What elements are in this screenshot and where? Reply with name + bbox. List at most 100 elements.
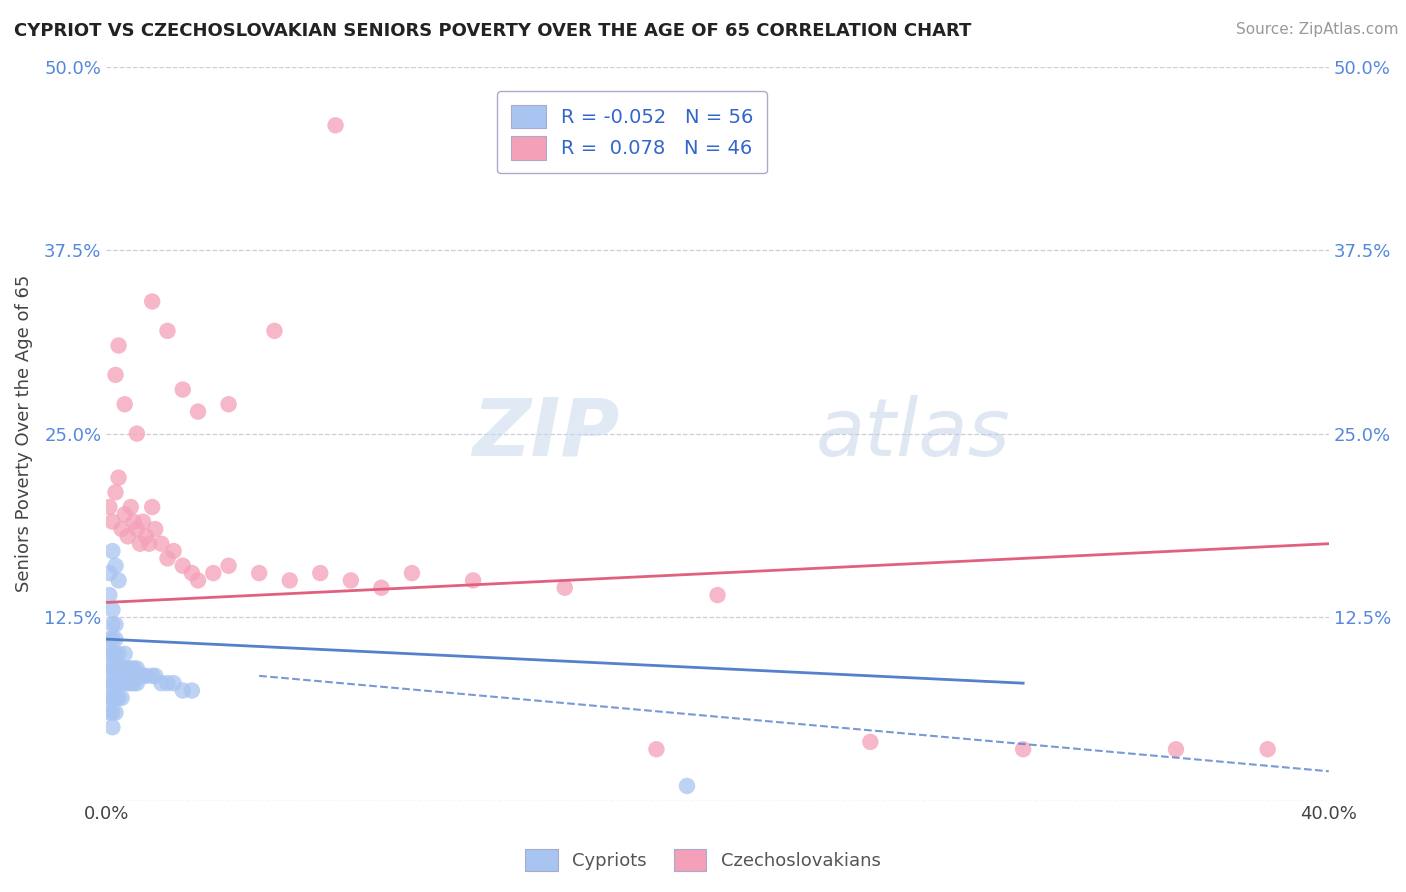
Point [104, 368, 127, 382]
Point [135, 529, 157, 543]
Y-axis label: Seniors Poverty Over the Age of 65: Seniors Poverty Over the Age of 65 [15, 275, 32, 592]
Point [114, 661, 136, 675]
Point [1257, 742, 1279, 756]
Point [104, 617, 127, 632]
Point [370, 581, 392, 595]
Point [104, 647, 127, 661]
Point [172, 683, 194, 698]
Point [98, 632, 121, 647]
Point [325, 118, 347, 132]
Point [156, 324, 179, 338]
Point [101, 661, 124, 675]
Point [98, 500, 121, 514]
Point [101, 544, 124, 558]
Point [187, 574, 209, 588]
Point [98, 566, 121, 580]
Point [1164, 742, 1187, 756]
Point [107, 574, 129, 588]
Point [122, 676, 145, 690]
Point [150, 537, 173, 551]
Point [101, 720, 124, 734]
Point [141, 500, 163, 514]
Point [172, 383, 194, 397]
Point [340, 574, 363, 588]
Point [156, 551, 179, 566]
Point [461, 574, 484, 588]
Point [107, 690, 129, 705]
Point [107, 338, 129, 352]
Point [706, 588, 728, 602]
Point [104, 558, 127, 573]
Point [117, 529, 139, 543]
Point [111, 676, 134, 690]
Point [101, 515, 124, 529]
Point [218, 397, 240, 411]
Point [554, 581, 576, 595]
Point [278, 574, 301, 588]
Point [101, 632, 124, 647]
Point [218, 558, 240, 573]
Point [114, 676, 136, 690]
Text: ZIP: ZIP [472, 394, 620, 473]
Point [401, 566, 423, 580]
Point [187, 404, 209, 418]
Point [143, 522, 166, 536]
Point [107, 661, 129, 675]
Text: atlas: atlas [815, 394, 1010, 473]
Point [676, 779, 699, 793]
Point [98, 690, 121, 705]
Point [162, 544, 184, 558]
Point [122, 661, 145, 675]
Point [101, 706, 124, 720]
Point [645, 742, 668, 756]
Point [132, 669, 155, 683]
Point [101, 647, 124, 661]
Point [156, 676, 179, 690]
Point [98, 706, 121, 720]
Point [98, 647, 121, 661]
Point [104, 690, 127, 705]
Point [141, 294, 163, 309]
Point [1012, 742, 1035, 756]
Point [125, 426, 148, 441]
Point [117, 661, 139, 675]
Point [143, 669, 166, 683]
Point [172, 558, 194, 573]
Point [111, 661, 134, 675]
Point [150, 676, 173, 690]
Point [263, 324, 285, 338]
Point [120, 676, 142, 690]
Point [859, 735, 882, 749]
Point [114, 647, 136, 661]
Point [114, 508, 136, 522]
Point [122, 515, 145, 529]
Point [111, 690, 134, 705]
Point [129, 537, 152, 551]
Text: CYPRIOT VS CZECHOSLOVAKIAN SENIORS POVERTY OVER THE AGE OF 65 CORRELATION CHART: CYPRIOT VS CZECHOSLOVAKIAN SENIORS POVER… [14, 22, 972, 40]
Point [104, 485, 127, 500]
Point [125, 676, 148, 690]
Legend: Cypriots, Czechoslovakians: Cypriots, Czechoslovakians [517, 842, 889, 879]
Point [141, 669, 163, 683]
Point [114, 397, 136, 411]
Point [98, 588, 121, 602]
Point [180, 566, 202, 580]
Point [117, 676, 139, 690]
Point [125, 522, 148, 536]
Point [101, 676, 124, 690]
Point [120, 661, 142, 675]
Point [202, 566, 225, 580]
Point [111, 522, 134, 536]
Point [107, 470, 129, 484]
Point [138, 537, 160, 551]
Point [104, 661, 127, 675]
Legend: R = -0.052   N = 56, R =  0.078   N = 46: R = -0.052 N = 56, R = 0.078 N = 46 [496, 91, 768, 173]
Point [129, 669, 152, 683]
Point [104, 706, 127, 720]
Point [107, 676, 129, 690]
Point [180, 683, 202, 698]
Point [120, 500, 142, 514]
Point [309, 566, 332, 580]
Point [104, 676, 127, 690]
Text: Source: ZipAtlas.com: Source: ZipAtlas.com [1236, 22, 1399, 37]
